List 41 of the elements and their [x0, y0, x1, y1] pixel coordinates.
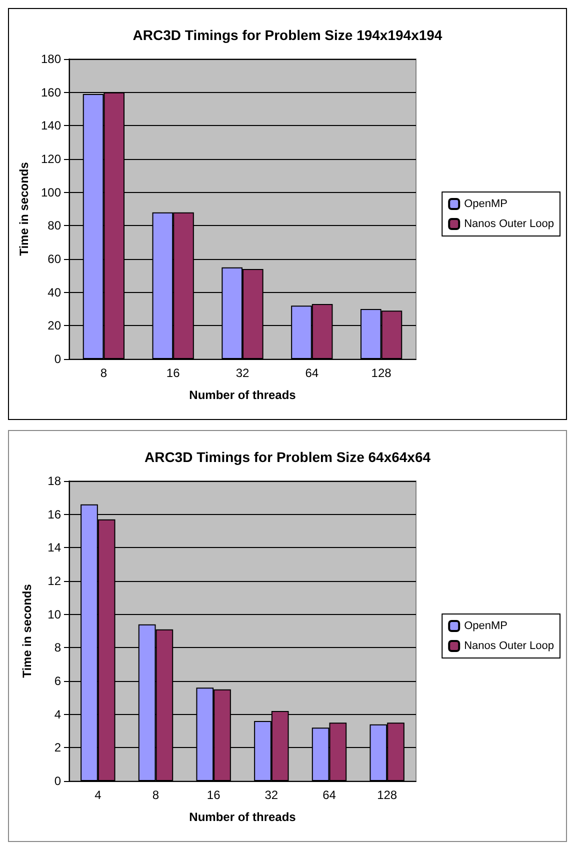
- y-tick-label: 160: [40, 85, 62, 100]
- y-tick-label: 20: [48, 318, 62, 333]
- y-tick-label: 80: [48, 218, 62, 233]
- y-tick-label: 100: [40, 185, 62, 200]
- y-tick-label: 2: [54, 740, 62, 755]
- legend-label: Nanos Outer Loop: [464, 640, 554, 652]
- y-axis-title: Time in seconds: [17, 162, 32, 256]
- y-axis-title: Time in seconds: [20, 584, 34, 678]
- y-tick-label: 12: [48, 574, 62, 588]
- x-tick-label: 4: [94, 788, 102, 802]
- x-tick-label: 64: [322, 788, 336, 802]
- x-tick-label: 128: [377, 788, 398, 802]
- x-tick-label: 16: [166, 366, 180, 380]
- x-tick-label: 8: [152, 788, 160, 802]
- y-tick-label: 180: [40, 52, 62, 66]
- y-tick-label: 10: [48, 607, 62, 622]
- y-tick-label: 120: [40, 152, 62, 166]
- y-tick-label: 0: [54, 774, 62, 788]
- legend-label: OpenMP: [464, 620, 508, 632]
- x-tick-label: 128: [371, 366, 392, 380]
- x-axis-title: Number of threads: [189, 810, 296, 824]
- y-tick-label: 6: [54, 674, 62, 688]
- y-tick-label: 16: [48, 507, 62, 522]
- x-tick-label: 64: [305, 366, 319, 380]
- x-tick-label: 32: [264, 788, 278, 802]
- y-tick-label: 0: [54, 352, 62, 366]
- x-tick-label: 16: [206, 788, 221, 802]
- chart-title: ARC3D Timings for Problem Size 194x194x194: [132, 27, 442, 43]
- y-tick-label: 40: [48, 285, 62, 300]
- legend-label: Nanos Outer Loop: [464, 218, 554, 230]
- chart-title: ARC3D Timings for Problem Size 64x64x64: [144, 449, 431, 465]
- legend-label: OpenMP: [464, 198, 508, 210]
- x-tick-label: 8: [100, 366, 108, 380]
- y-tick-label: 140: [40, 118, 62, 133]
- y-tick-label: 18: [48, 474, 62, 488]
- x-tick-label: 32: [236, 366, 250, 380]
- y-tick-label: 8: [54, 640, 62, 655]
- x-axis-title: Number of threads: [189, 388, 296, 402]
- y-tick-label: 14: [48, 540, 62, 555]
- y-tick-label: 60: [48, 252, 62, 266]
- y-tick-label: 4: [54, 707, 62, 722]
